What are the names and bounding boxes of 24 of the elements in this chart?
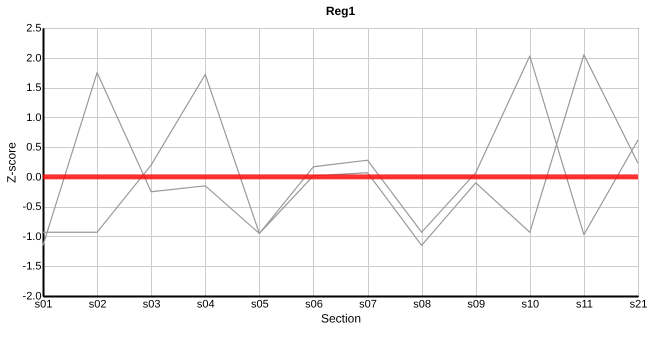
x-tick-label: s08 bbox=[413, 298, 432, 310]
x-tick-label: s03 bbox=[142, 298, 161, 310]
y-tick-label: 1.0 bbox=[26, 112, 42, 124]
x-tick-label: s10 bbox=[521, 298, 540, 310]
x-tick-label: s05 bbox=[250, 298, 269, 310]
chart-title: Reg1 bbox=[326, 4, 356, 18]
y-axis-title: Z-score bbox=[4, 142, 19, 183]
y-tick-label: 2.0 bbox=[26, 52, 42, 64]
y-tick-label: -1.0 bbox=[22, 230, 42, 243]
y-tick-label: 0.5 bbox=[26, 142, 42, 154]
y-tick-label: -1.5 bbox=[22, 260, 42, 273]
y-tick-label: 1.5 bbox=[26, 82, 42, 94]
x-axis-title: Section bbox=[320, 312, 362, 326]
x-tick-label: s07 bbox=[359, 298, 377, 310]
x-tick-label: s21 bbox=[630, 298, 648, 310]
y-tick-label: -0.5 bbox=[22, 201, 42, 214]
y-tick-label: 0.0 bbox=[26, 171, 42, 184]
x-tick-label: s11 bbox=[576, 298, 593, 310]
x-tick-label: s09 bbox=[467, 298, 486, 310]
y-tick-label: 2.5 bbox=[26, 22, 42, 34]
x-tick-label: s01 bbox=[34, 298, 52, 310]
x-tick-label: s04 bbox=[196, 298, 215, 310]
x-tick-label: s06 bbox=[305, 298, 323, 310]
x-tick-label: s02 bbox=[88, 298, 106, 310]
